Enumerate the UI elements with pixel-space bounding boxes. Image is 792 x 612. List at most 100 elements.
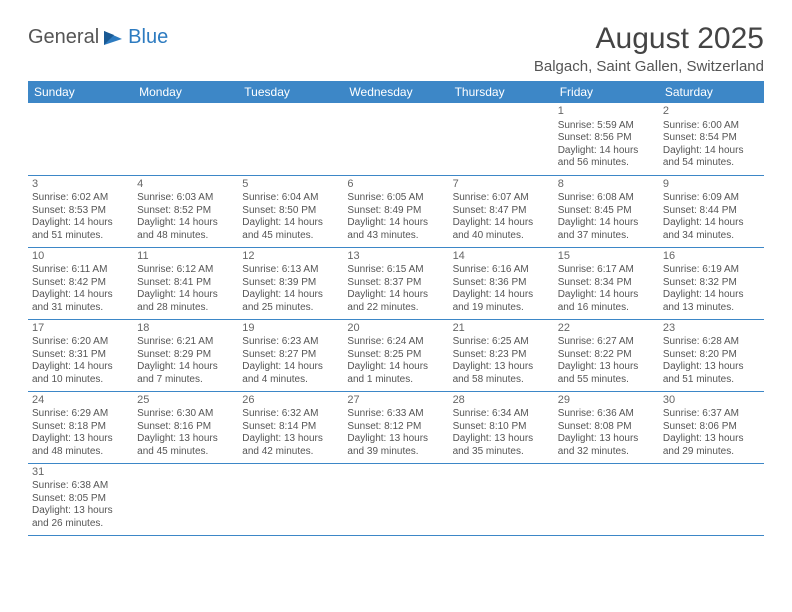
day-number: 23 (663, 322, 760, 336)
day-number: 6 (347, 178, 444, 192)
calendar-cell: 14Sunrise: 6:16 AMSunset: 8:36 PMDayligh… (449, 247, 554, 319)
calendar-cell: 26Sunrise: 6:32 AMSunset: 8:14 PMDayligh… (238, 391, 343, 463)
calendar-cell: 27Sunrise: 6:33 AMSunset: 8:12 PMDayligh… (343, 391, 448, 463)
daylight-line: Daylight: 13 hours and 29 minutes. (663, 433, 760, 458)
sunset-line: Sunset: 8:45 PM (558, 205, 655, 218)
calendar-cell: 22Sunrise: 6:27 AMSunset: 8:22 PMDayligh… (554, 319, 659, 391)
sunset-line: Sunset: 8:47 PM (453, 205, 550, 218)
calendar-cell: 2Sunrise: 6:00 AMSunset: 8:54 PMDaylight… (659, 103, 764, 175)
calendar-cell-empty (449, 463, 554, 535)
day-number: 10 (32, 250, 129, 264)
sunset-line: Sunset: 8:06 PM (663, 421, 760, 434)
sunset-line: Sunset: 8:27 PM (242, 349, 339, 362)
sunrise-line: Sunrise: 6:24 AM (347, 336, 444, 349)
day-number: 12 (242, 250, 339, 264)
sunrise-line: Sunrise: 6:21 AM (137, 336, 234, 349)
daylight-line: Daylight: 14 hours and 31 minutes. (32, 289, 129, 314)
daylight-line: Daylight: 13 hours and 26 minutes. (32, 505, 129, 530)
day-number: 14 (453, 250, 550, 264)
sunrise-line: Sunrise: 6:30 AM (137, 408, 234, 421)
title-block: August 2025 Balgach, Saint Gallen, Switz… (534, 22, 764, 75)
calendar-row: 3Sunrise: 6:02 AMSunset: 8:53 PMDaylight… (28, 175, 764, 247)
weekday-header-row: Sunday Monday Tuesday Wednesday Thursday… (28, 81, 764, 103)
calendar-cell: 28Sunrise: 6:34 AMSunset: 8:10 PMDayligh… (449, 391, 554, 463)
calendar-cell: 10Sunrise: 6:11 AMSunset: 8:42 PMDayligh… (28, 247, 133, 319)
sunset-line: Sunset: 8:22 PM (558, 349, 655, 362)
sunset-line: Sunset: 8:10 PM (453, 421, 550, 434)
daylight-line: Daylight: 14 hours and 56 minutes. (558, 145, 655, 170)
calendar-cell: 21Sunrise: 6:25 AMSunset: 8:23 PMDayligh… (449, 319, 554, 391)
sunset-line: Sunset: 8:08 PM (558, 421, 655, 434)
sunrise-line: Sunrise: 6:20 AM (32, 336, 129, 349)
day-number: 18 (137, 322, 234, 336)
daylight-line: Daylight: 13 hours and 58 minutes. (453, 361, 550, 386)
sunset-line: Sunset: 8:29 PM (137, 349, 234, 362)
sunrise-line: Sunrise: 6:34 AM (453, 408, 550, 421)
daylight-line: Daylight: 14 hours and 19 minutes. (453, 289, 550, 314)
sunset-line: Sunset: 8:41 PM (137, 277, 234, 290)
calendar-cell: 18Sunrise: 6:21 AMSunset: 8:29 PMDayligh… (133, 319, 238, 391)
daylight-line: Daylight: 14 hours and 25 minutes. (242, 289, 339, 314)
day-number: 28 (453, 394, 550, 408)
daylight-line: Daylight: 13 hours and 55 minutes. (558, 361, 655, 386)
daylight-line: Daylight: 14 hours and 51 minutes. (32, 217, 129, 242)
sunset-line: Sunset: 8:05 PM (32, 493, 129, 506)
day-number: 29 (558, 394, 655, 408)
daylight-line: Daylight: 13 hours and 51 minutes. (663, 361, 760, 386)
logo-text-blue: Blue (128, 26, 168, 49)
sunset-line: Sunset: 8:23 PM (453, 349, 550, 362)
sunrise-line: Sunrise: 6:37 AM (663, 408, 760, 421)
daylight-line: Daylight: 14 hours and 1 minutes. (347, 361, 444, 386)
calendar-row: 24Sunrise: 6:29 AMSunset: 8:18 PMDayligh… (28, 391, 764, 463)
daylight-line: Daylight: 14 hours and 54 minutes. (663, 145, 760, 170)
sunset-line: Sunset: 8:37 PM (347, 277, 444, 290)
calendar-cell-empty (449, 103, 554, 175)
sunrise-line: Sunrise: 6:04 AM (242, 192, 339, 205)
daylight-line: Daylight: 14 hours and 28 minutes. (137, 289, 234, 314)
day-number: 3 (32, 178, 129, 192)
sunset-line: Sunset: 8:18 PM (32, 421, 129, 434)
calendar-cell: 1Sunrise: 5:59 AMSunset: 8:56 PMDaylight… (554, 103, 659, 175)
calendar-cell: 24Sunrise: 6:29 AMSunset: 8:18 PMDayligh… (28, 391, 133, 463)
calendar-cell: 13Sunrise: 6:15 AMSunset: 8:37 PMDayligh… (343, 247, 448, 319)
daylight-line: Daylight: 14 hours and 34 minutes. (663, 217, 760, 242)
calendar-cell: 23Sunrise: 6:28 AMSunset: 8:20 PMDayligh… (659, 319, 764, 391)
calendar-cell-empty (133, 103, 238, 175)
day-number: 8 (558, 178, 655, 192)
sunrise-line: Sunrise: 6:23 AM (242, 336, 339, 349)
sunset-line: Sunset: 8:20 PM (663, 349, 760, 362)
calendar-table: Sunday Monday Tuesday Wednesday Thursday… (28, 81, 764, 536)
weekday-header: Tuesday (238, 81, 343, 103)
day-number: 27 (347, 394, 444, 408)
daylight-line: Daylight: 14 hours and 40 minutes. (453, 217, 550, 242)
daylight-line: Daylight: 14 hours and 10 minutes. (32, 361, 129, 386)
daylight-line: Daylight: 14 hours and 22 minutes. (347, 289, 444, 314)
sunset-line: Sunset: 8:25 PM (347, 349, 444, 362)
calendar-cell: 3Sunrise: 6:02 AMSunset: 8:53 PMDaylight… (28, 175, 133, 247)
daylight-line: Daylight: 13 hours and 48 minutes. (32, 433, 129, 458)
calendar-row: 10Sunrise: 6:11 AMSunset: 8:42 PMDayligh… (28, 247, 764, 319)
calendar-cell: 29Sunrise: 6:36 AMSunset: 8:08 PMDayligh… (554, 391, 659, 463)
daylight-line: Daylight: 14 hours and 16 minutes. (558, 289, 655, 314)
day-number: 30 (663, 394, 760, 408)
month-title: August 2025 (534, 22, 764, 56)
sunset-line: Sunset: 8:52 PM (137, 205, 234, 218)
sunset-line: Sunset: 8:42 PM (32, 277, 129, 290)
day-number: 13 (347, 250, 444, 264)
location: Balgach, Saint Gallen, Switzerland (534, 58, 764, 75)
calendar-cell-empty (554, 463, 659, 535)
daylight-line: Daylight: 14 hours and 48 minutes. (137, 217, 234, 242)
weekday-header: Wednesday (343, 81, 448, 103)
sunrise-line: Sunrise: 6:33 AM (347, 408, 444, 421)
sunrise-line: Sunrise: 6:15 AM (347, 264, 444, 277)
calendar-cell-empty (238, 463, 343, 535)
sunset-line: Sunset: 8:16 PM (137, 421, 234, 434)
page: General Blue August 2025 Balgach, Saint … (0, 0, 792, 558)
calendar-cell-empty (238, 103, 343, 175)
daylight-line: Daylight: 13 hours and 42 minutes. (242, 433, 339, 458)
sunset-line: Sunset: 8:50 PM (242, 205, 339, 218)
day-number: 21 (453, 322, 550, 336)
flag-icon (102, 29, 126, 47)
daylight-line: Daylight: 13 hours and 35 minutes. (453, 433, 550, 458)
calendar-cell: 20Sunrise: 6:24 AMSunset: 8:25 PMDayligh… (343, 319, 448, 391)
